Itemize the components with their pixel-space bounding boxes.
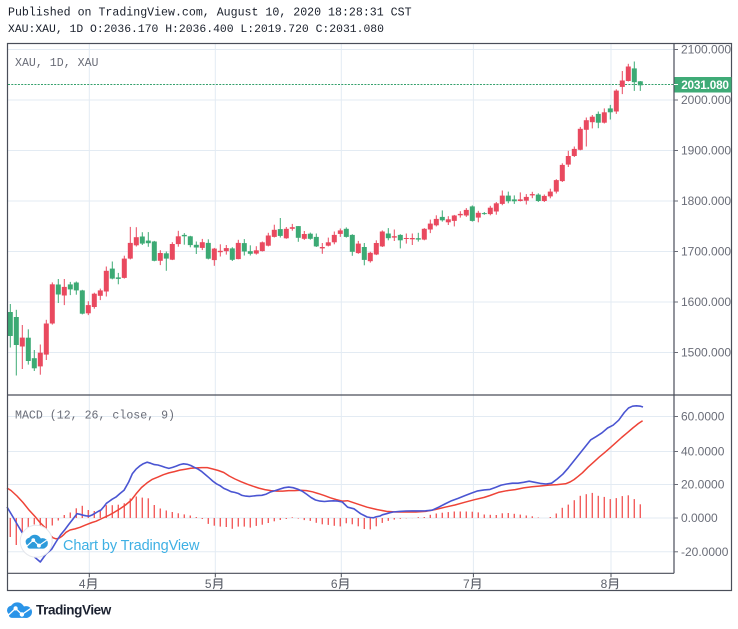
svg-text:MACD (12, 26, close, 9): MACD (12, 26, close, 9) — [15, 410, 175, 423]
svg-text:2000.000: 2000.000 — [681, 93, 731, 107]
svg-text:1700.000: 1700.000 — [681, 245, 731, 259]
svg-text:7: 7 — [463, 577, 470, 591]
svg-text:Chart by TradingView: Chart by TradingView — [63, 538, 200, 554]
svg-text:4: 4 — [79, 577, 86, 591]
svg-text:XAU, 1D, XAU: XAU, 1D, XAU — [15, 57, 99, 70]
svg-text:Published on TradingView.com,: Published on TradingView.com, August 10,… — [8, 7, 412, 20]
svg-text:-20.0000: -20.0000 — [681, 545, 729, 559]
svg-text:1800.000: 1800.000 — [681, 194, 731, 208]
svg-text:1900.000: 1900.000 — [681, 144, 731, 158]
svg-text:60.0000: 60.0000 — [681, 410, 725, 424]
svg-text:8: 8 — [601, 577, 608, 591]
svg-text:2100.000: 2100.000 — [681, 43, 731, 57]
svg-text:1500.000: 1500.000 — [681, 346, 731, 360]
svg-text:0.0000: 0.0000 — [681, 511, 718, 525]
svg-text:40.0000: 40.0000 — [681, 445, 725, 459]
svg-text:2031.080: 2031.080 — [681, 78, 729, 92]
svg-text:20.0000: 20.0000 — [681, 478, 725, 492]
svg-text:6: 6 — [331, 577, 338, 591]
svg-text:5: 5 — [205, 577, 212, 591]
svg-text:TradingView: TradingView — [36, 603, 112, 618]
svg-text:XAU:XAU, 1D O:2036.170 H:2036.: XAU:XAU, 1D O:2036.170 H:2036.400 L:2019… — [8, 24, 384, 36]
svg-text:1600.000: 1600.000 — [681, 295, 731, 309]
